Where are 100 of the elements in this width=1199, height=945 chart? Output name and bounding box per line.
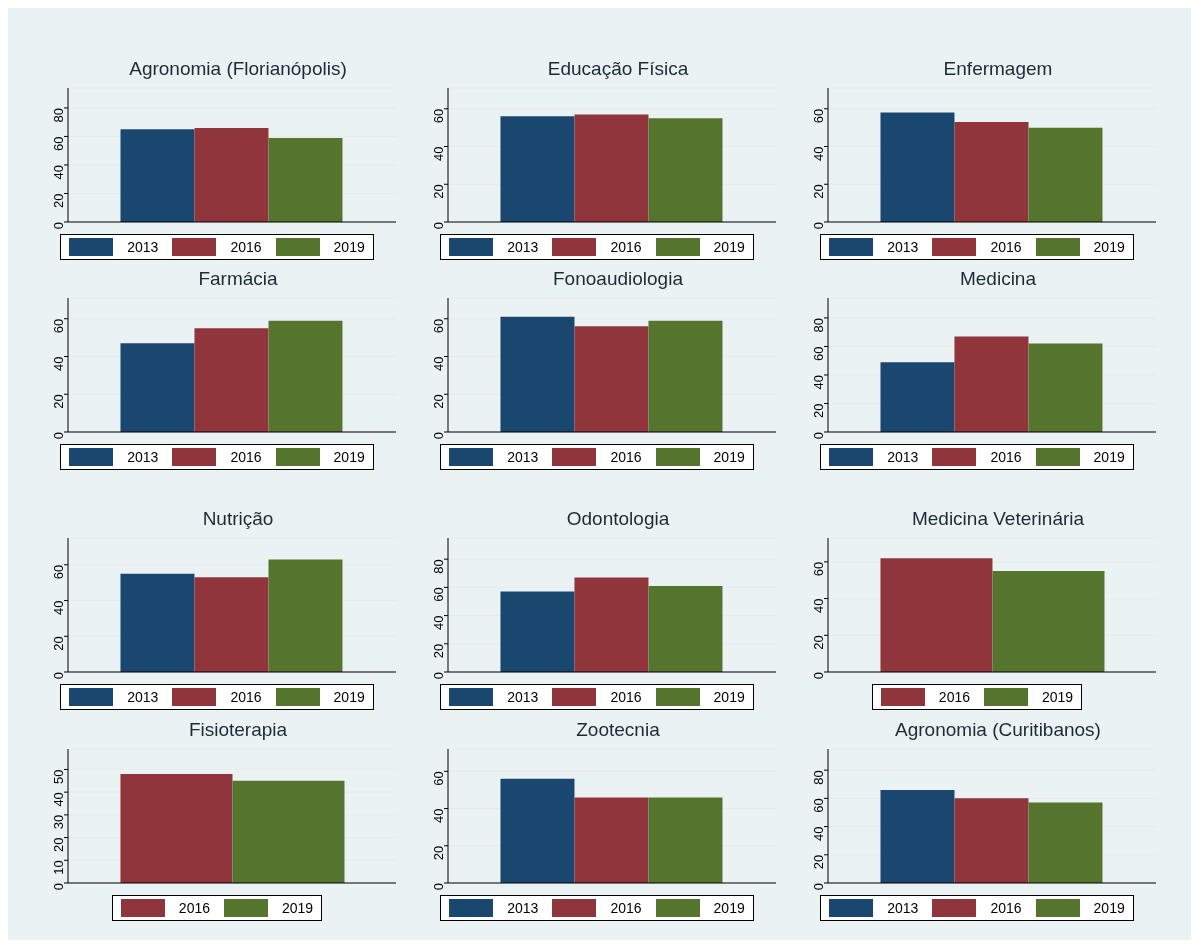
y-tick-label: 20 xyxy=(50,193,66,208)
y-tick-label: 40 xyxy=(430,615,446,631)
y-tick-label: 0 xyxy=(430,222,446,230)
legend-label: 2016 xyxy=(178,900,210,916)
legend-label: 2016 xyxy=(230,449,262,465)
y-tick-label: 20 xyxy=(430,845,446,861)
legend-label: 2013 xyxy=(507,449,539,465)
chart-title: Farmácia xyxy=(197,268,279,291)
legend-label: 2019 xyxy=(333,239,365,255)
y-tick-label: 60 xyxy=(810,561,826,577)
y-tick-label: 0 xyxy=(430,432,446,440)
legend-label: 2016 xyxy=(990,900,1022,916)
chart-title: Agronomia (Florianópolis) xyxy=(128,58,348,81)
y-tick-label: 80 xyxy=(430,559,446,574)
chart-title: Educação Física xyxy=(546,58,690,81)
y-tick-label: 40 xyxy=(430,356,446,371)
y-tick-label: 80 xyxy=(50,107,66,123)
legend-label: 2019 xyxy=(713,900,745,916)
y-tick-label: 20 xyxy=(810,403,826,418)
y-tick-label: 20 xyxy=(50,636,66,651)
y-tick-label: 60 xyxy=(810,798,826,813)
y-tick-label: 20 xyxy=(430,643,446,659)
y-tick-label: 0 xyxy=(810,883,826,891)
y-tick-label: 60 xyxy=(430,318,446,334)
y-tick-label: 60 xyxy=(430,587,446,602)
legend-label: 2019 xyxy=(333,449,365,465)
y-tick-label: 0 xyxy=(810,222,826,230)
y-tick-label: 20 xyxy=(430,394,446,409)
legend-label: 2019 xyxy=(1093,900,1125,916)
legend-label: 2016 xyxy=(610,900,642,916)
y-tick-label: 40 xyxy=(430,146,446,161)
legend-label: 2016 xyxy=(938,689,970,705)
legend-label: 2013 xyxy=(127,239,159,255)
y-tick-label: 10 xyxy=(50,860,66,875)
y-tick-label: 40 xyxy=(50,792,66,807)
chart-title: Nutrição xyxy=(201,508,275,531)
y-tick-label: 80 xyxy=(810,770,826,785)
legend-label: 2013 xyxy=(887,239,919,255)
legend-label: 2019 xyxy=(333,689,365,705)
y-tick-label: 60 xyxy=(430,108,446,124)
chart-title: Zootecnia xyxy=(575,719,661,742)
legend-label: 2019 xyxy=(282,900,314,916)
legend-label: 2013 xyxy=(887,449,919,465)
legend-label: 2013 xyxy=(507,239,539,255)
legend-label: 2019 xyxy=(1093,239,1125,255)
y-tick-label: 0 xyxy=(810,432,826,440)
legend-label: 2016 xyxy=(610,239,642,255)
legend-label: 2016 xyxy=(610,689,642,705)
legend-label: 2016 xyxy=(230,239,262,255)
legend-label: 2019 xyxy=(713,239,745,255)
y-tick-label: 40 xyxy=(810,598,826,614)
y-tick-label: 20 xyxy=(810,635,826,650)
y-tick-label: 0 xyxy=(50,672,66,680)
y-tick-label: 40 xyxy=(810,826,826,842)
y-tick-label: 30 xyxy=(50,814,66,830)
chart-title: Odontologia xyxy=(565,508,671,531)
y-tick-label: 40 xyxy=(50,356,66,371)
y-tick-label: 40 xyxy=(810,374,826,390)
y-tick-label: 20 xyxy=(430,184,446,199)
y-tick-label: 20 xyxy=(50,394,66,409)
legend-label: 2019 xyxy=(1042,689,1074,705)
y-tick-label: 40 xyxy=(810,146,826,161)
legend-label: 2019 xyxy=(713,449,745,465)
y-tick-label: 80 xyxy=(810,317,826,333)
legend-label: 2016 xyxy=(230,689,262,705)
legend-label: 2016 xyxy=(990,239,1022,255)
chart-title: Fonoaudiologia xyxy=(552,268,684,291)
y-tick-label: 0 xyxy=(810,672,826,680)
y-tick-label: 50 xyxy=(50,769,66,784)
y-tick-label: 60 xyxy=(810,346,826,361)
y-tick-label: 60 xyxy=(810,108,826,124)
y-tick-label: 60 xyxy=(50,564,66,580)
y-tick-label: 60 xyxy=(430,771,446,786)
y-tick-label: 0 xyxy=(50,883,66,891)
legend-label: 2013 xyxy=(887,900,919,916)
chart-title: Enfermagem xyxy=(942,58,1054,81)
y-tick-label: 0 xyxy=(430,672,446,680)
y-tick-label: 0 xyxy=(430,883,446,891)
y-tick-label: 20 xyxy=(810,184,826,199)
y-tick-label: 40 xyxy=(50,600,66,615)
chart-title: Fisioterapia xyxy=(187,719,289,742)
legend-label: 2013 xyxy=(507,900,539,916)
y-tick-label: 0 xyxy=(50,222,66,230)
legend-label: 2019 xyxy=(713,689,745,705)
y-tick-label: 0 xyxy=(50,432,66,440)
y-tick-label: 40 xyxy=(430,808,446,824)
y-tick-label: 20 xyxy=(810,854,826,870)
legend-label: 2013 xyxy=(127,449,159,465)
y-tick-label: 40 xyxy=(50,164,66,180)
legend-label: 2013 xyxy=(127,689,159,705)
chart-title: Medicina xyxy=(958,268,1037,291)
y-tick-label: 60 xyxy=(50,318,66,334)
legend-label: 2019 xyxy=(1093,449,1125,465)
chart-title: Medicina Veterinária xyxy=(910,508,1086,531)
legend-label: 2016 xyxy=(610,449,642,465)
legend-label: 2013 xyxy=(507,689,539,705)
y-tick-label: 60 xyxy=(50,136,66,151)
y-tick-label: 20 xyxy=(50,837,66,853)
legend-label: 2016 xyxy=(990,449,1022,465)
chart-title: Agronomia (Curitibanos) xyxy=(894,719,1102,742)
